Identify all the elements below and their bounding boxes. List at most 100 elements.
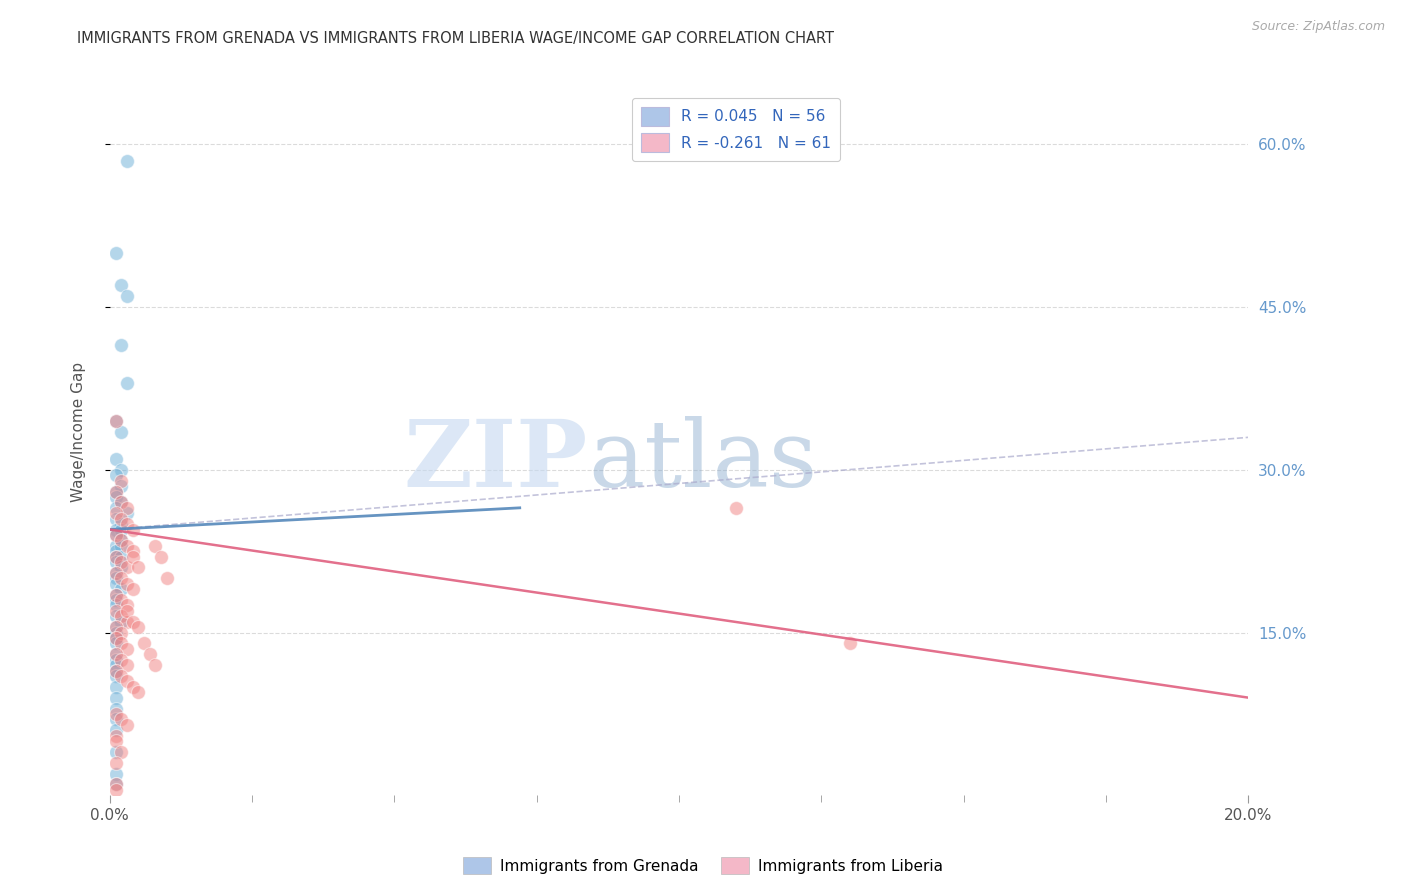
Point — [132, 636, 155, 650]
Point — [145, 539, 167, 553]
Point — [104, 588, 127, 602]
Point — [104, 604, 127, 618]
Point — [115, 517, 138, 532]
Point — [145, 658, 167, 673]
Legend: Immigrants from Grenada, Immigrants from Liberia: Immigrants from Grenada, Immigrants from… — [457, 851, 949, 880]
Point — [110, 560, 132, 574]
Point — [110, 474, 132, 488]
Text: ZIP: ZIP — [404, 416, 588, 506]
Point — [104, 680, 127, 694]
Point — [115, 604, 138, 618]
Point — [110, 571, 132, 585]
Point — [104, 647, 127, 661]
Point — [110, 593, 132, 607]
Point — [110, 625, 132, 640]
Point — [104, 452, 127, 467]
Point — [110, 582, 132, 597]
Point — [110, 517, 132, 532]
Point — [104, 506, 127, 520]
Point — [104, 745, 127, 759]
Point — [104, 777, 127, 791]
Point — [115, 674, 138, 689]
Point — [115, 289, 138, 303]
Point — [104, 653, 127, 667]
Point — [121, 544, 143, 558]
Point — [104, 620, 127, 634]
Point — [115, 718, 138, 732]
Point — [104, 414, 127, 428]
Point — [110, 479, 132, 493]
Point — [104, 549, 127, 564]
Point — [104, 246, 127, 260]
Point — [110, 669, 132, 683]
Point — [110, 425, 132, 439]
Point — [110, 495, 132, 509]
Point — [104, 777, 127, 791]
Point — [104, 484, 127, 499]
Point — [104, 484, 127, 499]
Point — [110, 495, 132, 509]
Point — [110, 615, 132, 629]
Point — [115, 506, 138, 520]
Point — [104, 555, 127, 569]
Point — [104, 511, 127, 525]
Point — [121, 615, 143, 629]
Point — [104, 631, 127, 645]
Point — [110, 511, 132, 525]
Point — [104, 690, 127, 705]
Text: Source: ZipAtlas.com: Source: ZipAtlas.com — [1251, 20, 1385, 33]
Point — [104, 706, 127, 721]
Point — [104, 631, 127, 645]
Point — [104, 588, 127, 602]
Point — [838, 636, 860, 650]
Point — [121, 549, 143, 564]
Point — [110, 338, 132, 352]
Point — [127, 620, 149, 634]
Point — [115, 153, 138, 168]
Point — [104, 468, 127, 483]
Point — [110, 555, 132, 569]
Point — [104, 528, 127, 542]
Point — [150, 549, 173, 564]
Point — [156, 571, 179, 585]
Point — [104, 664, 127, 678]
Point — [110, 539, 132, 553]
Point — [110, 533, 132, 548]
Point — [104, 712, 127, 726]
Point — [110, 549, 132, 564]
Point — [110, 653, 132, 667]
Point — [110, 712, 132, 726]
Point — [110, 609, 132, 624]
Point — [115, 658, 138, 673]
Point — [115, 576, 138, 591]
Point — [110, 533, 132, 548]
Point — [121, 523, 143, 537]
Point — [104, 549, 127, 564]
Point — [115, 500, 138, 515]
Point — [104, 701, 127, 715]
Point — [104, 414, 127, 428]
Point — [121, 680, 143, 694]
Point — [104, 599, 127, 613]
Point — [110, 523, 132, 537]
Legend: R = 0.045   N = 56, R = -0.261   N = 61: R = 0.045 N = 56, R = -0.261 N = 61 — [633, 98, 841, 161]
Point — [104, 723, 127, 738]
Point — [115, 560, 138, 574]
Point — [104, 664, 127, 678]
Point — [104, 734, 127, 748]
Point — [115, 641, 138, 656]
Point — [110, 745, 132, 759]
Point — [104, 756, 127, 770]
Point — [104, 609, 127, 624]
Text: atlas: atlas — [588, 416, 817, 506]
Point — [104, 500, 127, 515]
Point — [725, 500, 748, 515]
Point — [104, 593, 127, 607]
Point — [110, 636, 132, 650]
Point — [127, 560, 149, 574]
Point — [104, 544, 127, 558]
Point — [104, 571, 127, 585]
Y-axis label: Wage/Income Gap: Wage/Income Gap — [72, 362, 86, 502]
Point — [115, 376, 138, 390]
Point — [104, 729, 127, 743]
